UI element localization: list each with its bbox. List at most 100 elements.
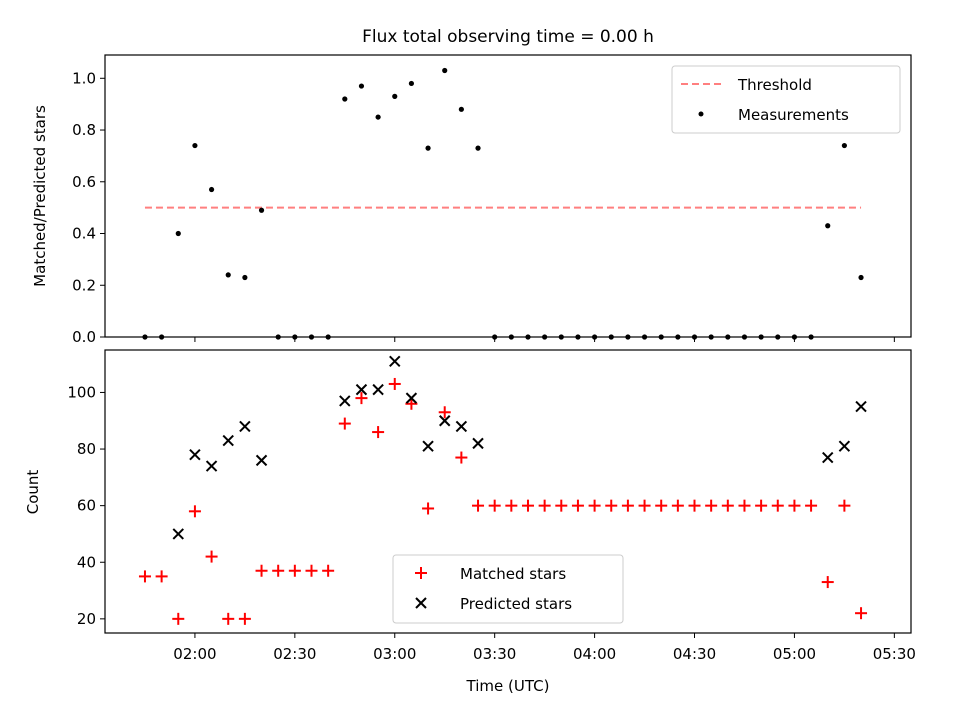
bottom-y-tick-label: 80 (77, 440, 96, 458)
bottom-legend: Matched stars Predicted stars (392, 554, 624, 624)
measurement-point (258, 207, 265, 213)
measurement-point (208, 186, 215, 193)
matched-star-point (155, 570, 168, 583)
bottom-x-tick-label: 02:30 (273, 645, 316, 663)
matched-star-point (521, 499, 534, 512)
bottom-x-tick-label: 04:00 (573, 645, 616, 663)
predicted-star-point (855, 400, 867, 413)
predicted-star-point (838, 440, 851, 452)
bottom-x-tick-label: 04:30 (673, 645, 716, 663)
measurement-point (375, 114, 381, 120)
top-axes-frame (104, 54, 912, 338)
predicted-star-point (472, 437, 484, 450)
bottom-legend-box (392, 554, 624, 624)
matched-star-point (705, 499, 718, 512)
measurement-point (458, 106, 464, 112)
matched-star-point (472, 499, 485, 512)
measurement-point (408, 80, 415, 87)
bottom-y-tick-label: 20 (77, 610, 96, 628)
matched-star-point (505, 499, 518, 512)
predicted-star-point (372, 383, 384, 396)
matched-star-point (588, 499, 601, 512)
top-y-tick-label: 0.6 (72, 173, 96, 191)
bottom-y-axis-label: Count (24, 470, 42, 515)
top-legend-measurements-label: Measurements (738, 106, 849, 124)
matched-star-point (255, 564, 268, 577)
matched-star-point (805, 499, 818, 512)
matched-star-point (738, 499, 751, 512)
matched-star-point (222, 612, 235, 625)
predicted-star-point (439, 415, 451, 427)
measurement-point (858, 274, 864, 281)
matched-star-point (538, 499, 551, 512)
bottom-x-tick-label: 03:00 (373, 645, 416, 663)
measurement-point (442, 67, 448, 74)
matched-star-point (405, 397, 418, 410)
matched-star-point (138, 570, 151, 583)
matched-star-point (322, 564, 335, 577)
matched-star-point (571, 499, 584, 512)
matched-star-point (188, 505, 201, 518)
predicted-star-point (355, 383, 368, 396)
matched-star-point (455, 451, 468, 464)
matched-star-point (655, 499, 668, 512)
matched-star-point (205, 550, 218, 563)
bottom-x-tick-label: 05:00 (773, 645, 816, 663)
top-panel: Flux total observing time = 0.00 h 0.0 0.… (31, 27, 912, 346)
matched-star-point (688, 499, 701, 512)
matched-star-point (838, 499, 851, 512)
bottom-y-tick-label: 40 (77, 553, 96, 571)
matched-star-point (438, 406, 451, 419)
predicted-star-point (422, 440, 434, 452)
matched-star-point (755, 499, 768, 512)
matched-star-point (621, 499, 634, 512)
top-legend-threshold-label: Threshold (737, 76, 812, 94)
top-legend-measurements-swatch (698, 111, 704, 117)
matched-star-point (671, 499, 684, 512)
measurement-point (225, 272, 231, 278)
matched-star-point (555, 499, 568, 512)
bottom-legend-matched-label: Matched stars (460, 565, 566, 583)
bottom-x-tick-label: 05:30 (873, 645, 916, 663)
top-y-tick-label: 1.0 (72, 69, 96, 87)
top-title: Flux total observing time = 0.00 h (362, 27, 654, 47)
bottom-legend-matched-swatch (415, 567, 427, 579)
predicted-star-point (455, 420, 468, 433)
predicted-star-point (822, 451, 834, 464)
matched-star-point (288, 564, 301, 577)
top-legend-box (671, 65, 901, 134)
matched-star-point (855, 607, 868, 620)
matched-star-point (638, 499, 651, 512)
predicted-star-point (239, 420, 251, 433)
matched-star-point (771, 499, 784, 512)
measurement-point (841, 142, 847, 149)
bottom-x-tick-label: 03:30 (473, 645, 516, 663)
matched-star-point (305, 564, 318, 577)
matched-star-point (605, 499, 618, 512)
bottom-y-tick-label: 100 (67, 383, 96, 401)
matched-star-point (721, 499, 734, 512)
matched-star-point (172, 612, 185, 625)
bottom-plot-area: 02:00 02:30 03:00 03:30 04:00 04:30 05:00 05:30… (67, 355, 916, 663)
bottom-y-tick-label: 60 (77, 497, 96, 515)
bottom-axes-frame (104, 349, 912, 634)
predicted-star-point (255, 454, 268, 467)
predicted-star-point (222, 434, 234, 447)
measurement-point (342, 96, 348, 102)
matched-star-point (272, 564, 285, 577)
top-y-tick-label: 0.0 (72, 328, 96, 346)
measurement-point (358, 83, 365, 89)
predicted-star-point (389, 355, 401, 368)
measurement-point (825, 223, 831, 229)
bottom-x-tick-label: 02:00 (173, 645, 216, 663)
measurement-point (425, 145, 431, 151)
top-y-tick-label: 0.2 (72, 276, 96, 294)
matched-star-point (488, 499, 501, 512)
measurement-point (475, 145, 481, 151)
bottom-x-axis-label: Time (UTC) (466, 677, 550, 695)
bottom-legend-predicted-label: Predicted stars (460, 595, 572, 613)
matched-star-point (355, 392, 368, 405)
measurement-point (242, 274, 248, 281)
matched-star-point (372, 426, 385, 439)
